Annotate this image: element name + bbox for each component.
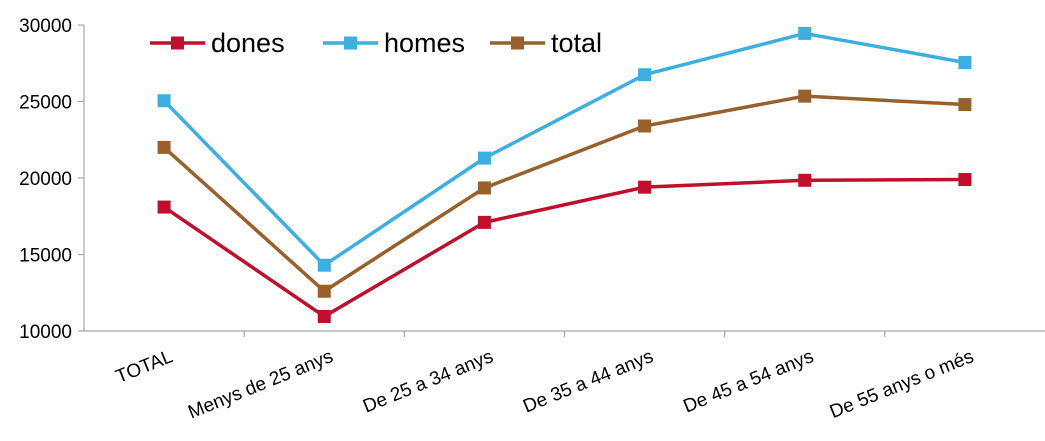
series-homes <box>157 26 972 272</box>
series-line-dones <box>163 177 965 319</box>
legend-item-total: total <box>490 28 602 58</box>
data-point <box>798 26 812 40</box>
legend-label: total <box>551 28 602 58</box>
data-point <box>958 55 972 69</box>
y-tick-label: 15000 <box>19 246 72 267</box>
legend-item-dones: dones <box>150 28 285 58</box>
legend-label: homes <box>384 28 465 58</box>
x-tick-label: TOTAL <box>113 346 176 388</box>
series-dones <box>157 173 972 323</box>
series-line-homes <box>162 31 966 267</box>
series-total <box>157 89 972 298</box>
data-point <box>477 151 491 165</box>
y-tick-label: 30000 <box>19 16 72 37</box>
x-tick-label: Menys de 25 anys <box>185 346 336 423</box>
legend-marker <box>344 36 357 50</box>
data-point <box>638 119 652 133</box>
data-point <box>157 94 171 108</box>
x-tick-label: De 55 anys o més <box>827 346 977 423</box>
axes: 10000 15000 20000 25000 30000 TOTAL Menys de 2… <box>19 16 1045 423</box>
legend-label: dones <box>211 28 285 58</box>
x-tick-label: De 35 a 44 anys <box>520 346 656 417</box>
y-tick-label: 10000 <box>19 322 72 343</box>
x-tick-label: De 45 a 54 anys <box>680 346 816 417</box>
data-point <box>638 68 652 82</box>
data-point <box>958 173 972 187</box>
data-point <box>157 140 171 154</box>
legend-marker <box>171 36 184 50</box>
x-tick-label: De 25 a 34 anys <box>360 346 496 417</box>
data-point <box>477 181 491 195</box>
data-point <box>317 284 331 298</box>
data-point <box>638 180 652 194</box>
data-point <box>157 200 171 214</box>
series-line-total <box>162 94 966 293</box>
data-point <box>317 258 331 272</box>
legend-item-homes: homes <box>323 28 465 58</box>
data-point <box>798 89 812 103</box>
y-tick-label: 20000 <box>19 169 72 190</box>
data-point <box>317 309 331 323</box>
data-point <box>958 98 972 112</box>
data-point <box>798 173 812 187</box>
y-tick-label: 25000 <box>19 93 72 114</box>
legend: dones homes total <box>150 28 602 58</box>
data-point <box>477 215 491 229</box>
series-lines <box>157 26 972 323</box>
legend-marker <box>511 36 524 50</box>
